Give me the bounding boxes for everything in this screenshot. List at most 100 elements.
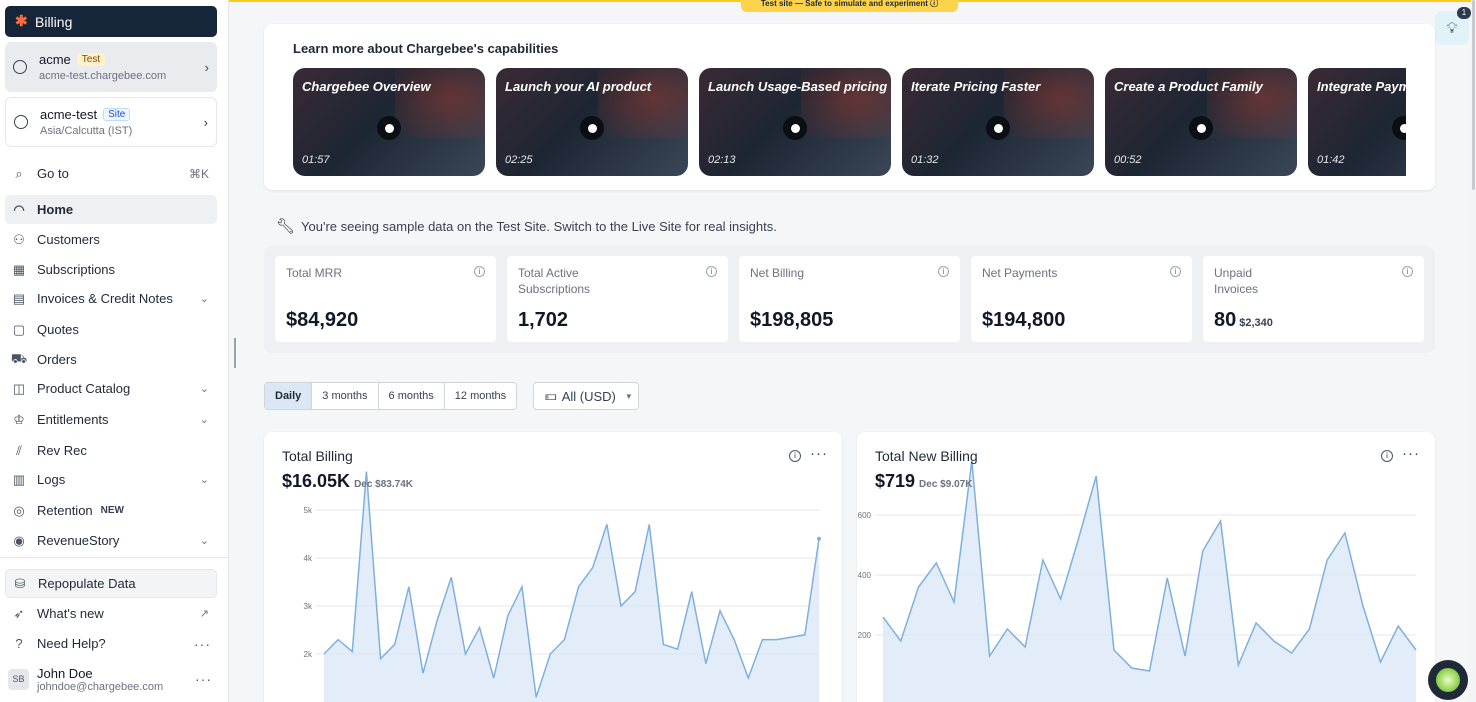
video-duration: 01:32 bbox=[911, 154, 939, 166]
chart-plot: 5k 4k 3k 2k bbox=[304, 471, 821, 702]
chevron-down-icon: ⌄ bbox=[199, 535, 209, 547]
currency-select[interactable]: 💵︎ All (USD) ▼ bbox=[533, 382, 639, 410]
goto-label: Go to bbox=[37, 166, 69, 181]
video-card[interactable]: Create a Product Family 00:52 bbox=[1105, 68, 1297, 176]
play-icon[interactable] bbox=[377, 116, 401, 140]
sidebar-item-logs[interactable]: ▥ Logs ⌄ bbox=[5, 465, 217, 494]
site-timezone: Asia/Calcutta (IST) bbox=[40, 125, 133, 137]
sidebar: ✱ Billing acme Test acme-test.chargebee.c… bbox=[0, 0, 229, 702]
sidebar-item-label: Quotes bbox=[37, 322, 79, 337]
kpi-card[interactable]: Total Active Subscriptions i 1,702 bbox=[507, 256, 728, 342]
chart-plot: 600 400 200 bbox=[858, 460, 1417, 702]
video-title: Iterate Pricing Faster bbox=[911, 79, 1041, 94]
info-icon[interactable]: i bbox=[789, 450, 801, 462]
sidebar-resize-handle[interactable] bbox=[234, 338, 236, 368]
gauge-icon: ◠ bbox=[13, 201, 25, 217]
user-profile[interactable]: SB John Doe johndoe@chargebee.com ··· bbox=[8, 664, 218, 694]
video-card[interactable]: Chargebee Overview 01:57 bbox=[293, 68, 485, 176]
page-scrollbar[interactable] bbox=[1471, 0, 1476, 702]
y-tick-label: 200 bbox=[858, 631, 872, 640]
play-icon[interactable] bbox=[1392, 116, 1406, 140]
compass-icon bbox=[13, 60, 27, 74]
goto-search[interactable]: ⌕ Go to ⌘K bbox=[5, 159, 217, 188]
sidebar-item-invoices[interactable]: ▤ Invoices & Credit Notes ⌄ bbox=[5, 284, 217, 313]
tips-button[interactable]: 💡︎ 1 bbox=[1435, 7, 1471, 45]
kpi-card[interactable]: Unpaid Invoices i 80 $2,340 bbox=[1203, 256, 1424, 342]
chart-title: Total New Billing bbox=[875, 448, 978, 464]
site-card-acme-test[interactable]: acme-test Site Asia/Calcutta (IST) › bbox=[5, 97, 217, 147]
video-title: Chargebee Overview bbox=[302, 79, 431, 94]
sidebar-item-product-catalog[interactable]: ◫ Product Catalog ⌄ bbox=[5, 374, 217, 403]
avatar: SB bbox=[8, 668, 29, 690]
play-icon[interactable] bbox=[1189, 116, 1213, 140]
kpi-card[interactable]: Net Payments i $194,800 bbox=[971, 256, 1192, 342]
kpi-card[interactable]: Total MRR i $84,920 bbox=[275, 256, 496, 342]
app-switcher[interactable]: ✱ Billing bbox=[5, 6, 217, 37]
kpi-subvalue: $2,340 bbox=[1239, 317, 1273, 329]
user-email: johndoe@chargebee.com bbox=[37, 680, 164, 693]
info-icon[interactable]: i bbox=[706, 266, 717, 277]
whats-new-label: What's new bbox=[37, 606, 104, 621]
whats-new-link[interactable]: ➶ What's new ↗ bbox=[5, 599, 217, 628]
caret-down-icon: ▼ bbox=[624, 391, 633, 401]
site-card-acme[interactable]: acme Test acme-test.chargebee.com › bbox=[5, 42, 217, 92]
need-help-item[interactable]: ? Need Help? ··· bbox=[5, 629, 217, 658]
video-card[interactable]: Launch your AI product 02:25 bbox=[496, 68, 688, 176]
video-title: Integrate Payments bbox=[1317, 79, 1406, 94]
kpi-label: Unpaid Invoices bbox=[1214, 266, 1259, 296]
range-6-months[interactable]: 6 months bbox=[379, 383, 445, 409]
notification-count: 1 bbox=[1457, 7, 1471, 19]
quote-icon: ▢ bbox=[12, 321, 26, 337]
play-icon[interactable] bbox=[580, 116, 604, 140]
video-carousel[interactable]: Chargebee Overview 01:57 Launch your AI … bbox=[293, 68, 1406, 176]
kpi-card[interactable]: Net Billing i $198,805 bbox=[739, 256, 960, 342]
database-icon: ⛁ bbox=[14, 575, 26, 591]
info-icon[interactable]: i bbox=[938, 266, 949, 277]
wrench-icon: 🔧︎ bbox=[276, 218, 296, 235]
sidebar-item-quotes[interactable]: ▢ Quotes bbox=[5, 315, 217, 344]
sidebar-item-label: Retention bbox=[37, 503, 93, 518]
video-card[interactable]: Iterate Pricing Faster 01:32 bbox=[902, 68, 1094, 176]
kpi-label: Total Active Subscriptions bbox=[518, 266, 591, 296]
more-icon[interactable]: ··· bbox=[1402, 445, 1420, 462]
info-icon[interactable]: i bbox=[474, 266, 485, 277]
sidebar-item-subscriptions[interactable]: ▦ Subscriptions bbox=[5, 255, 217, 284]
sidebar-item-retention[interactable]: ◎ Retention NEW bbox=[5, 496, 217, 525]
repopulate-data-button[interactable]: ⛁ Repopulate Data bbox=[5, 569, 217, 598]
info-icon[interactable]: i bbox=[1402, 266, 1413, 277]
info-icon[interactable]: i bbox=[1170, 266, 1181, 277]
sidebar-item-label: Logs bbox=[37, 472, 66, 487]
more-icon[interactable]: ··· bbox=[810, 445, 828, 462]
test-site-banner: Test site — Safe to simulate and experim… bbox=[741, 0, 958, 12]
video-duration: 02:25 bbox=[505, 154, 533, 166]
range-daily[interactable]: Daily bbox=[265, 383, 313, 409]
play-icon[interactable] bbox=[783, 116, 807, 140]
range-3-months[interactable]: 3 months bbox=[312, 383, 379, 409]
more-icon[interactable]: ··· bbox=[195, 671, 212, 687]
sidebar-item-orders[interactable]: ⛟ Orders bbox=[5, 345, 217, 374]
sidebar-item-home[interactable]: ◠ Home bbox=[5, 195, 217, 224]
currency-value: All (USD) bbox=[561, 388, 616, 404]
sidebar-item-entitlements[interactable]: ♔ Entitlements ⌄ bbox=[5, 405, 217, 434]
sidebar-item-rev-rec[interactable]: ⫽ Rev Rec bbox=[5, 436, 217, 465]
range-12-months[interactable]: 12 months bbox=[454, 390, 507, 402]
site-badge: Test bbox=[76, 53, 106, 66]
target-icon: ◎ bbox=[13, 502, 25, 518]
play-icon[interactable] bbox=[986, 116, 1010, 140]
users-icon: ⚇ bbox=[13, 231, 25, 247]
invoice-icon: ▤ bbox=[12, 290, 26, 306]
chart-value: $719 bbox=[875, 471, 916, 491]
sidebar-item-label: Product Catalog bbox=[37, 381, 131, 396]
video-card[interactable]: Integrate Payments 01:42 bbox=[1308, 68, 1406, 176]
sidebar-item-revenuestory[interactable]: ◉ RevenueStory ⌄ bbox=[5, 526, 217, 555]
sidebar-item-label: Entitlements bbox=[37, 412, 109, 427]
lightbulb-icon: 💡︎ bbox=[1446, 19, 1458, 37]
kpi-value: $198,805 bbox=[750, 309, 834, 331]
ai-assistant-button[interactable] bbox=[1428, 660, 1468, 700]
chevron-right-icon: › bbox=[203, 114, 208, 130]
calendar-icon: ▦ bbox=[12, 261, 26, 277]
more-icon[interactable]: ··· bbox=[194, 635, 211, 652]
info-icon[interactable]: i bbox=[1381, 450, 1393, 462]
video-card[interactable]: Launch Usage-Based pricing 02:13 bbox=[699, 68, 891, 176]
sidebar-item-customers[interactable]: ⚇ Customers bbox=[5, 225, 217, 254]
